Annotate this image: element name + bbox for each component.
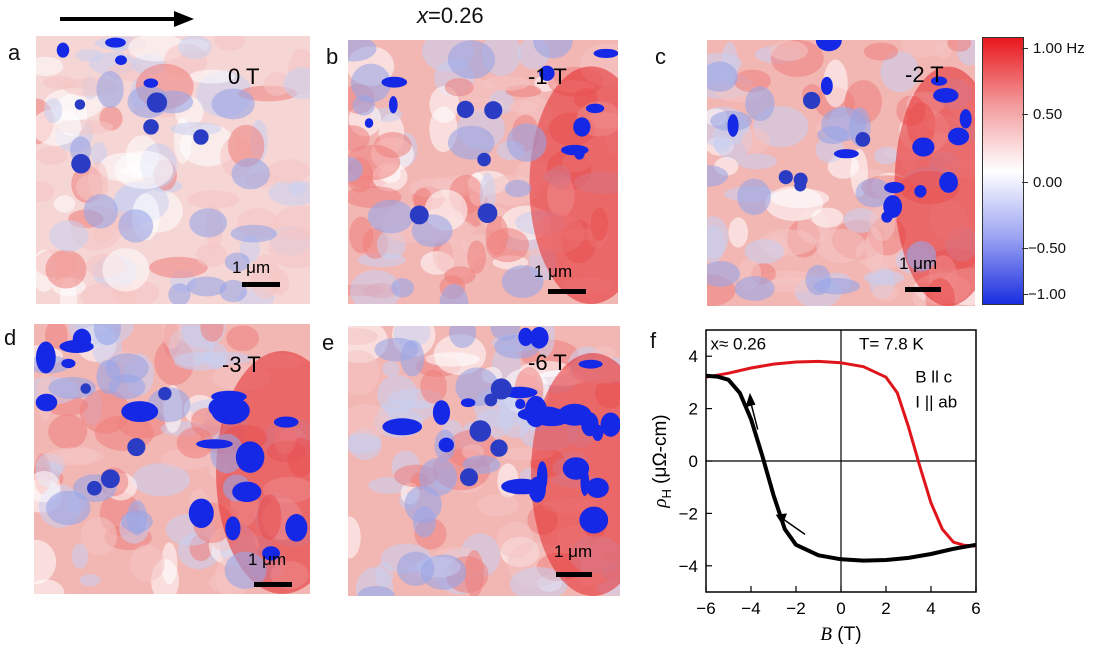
y-tick-label: 4 bbox=[689, 347, 698, 366]
x-tick-label: 0 bbox=[836, 599, 845, 618]
panel-letter-c: c bbox=[655, 44, 666, 69]
scalebar bbox=[242, 282, 280, 287]
x-tick-label: 4 bbox=[926, 599, 935, 618]
scalebar-label: 1 μm bbox=[248, 550, 287, 569]
field-label: 0 T bbox=[228, 64, 260, 89]
mfm-image-a: 0 T 1 μm bbox=[36, 36, 310, 304]
panel-letter-f: f bbox=[650, 328, 657, 353]
scalebar bbox=[905, 287, 941, 292]
x-tick-label: 6 bbox=[971, 599, 980, 618]
field-direction-annotation: B ll c bbox=[915, 367, 952, 386]
panel-letter-b: b bbox=[326, 44, 339, 69]
scalebar-label: 1 μm bbox=[554, 542, 593, 561]
y-tick-label: −4 bbox=[679, 557, 698, 576]
composition-annotation: x≈ 0.26 bbox=[711, 335, 767, 354]
figure-title: x=0.26 bbox=[417, 3, 484, 28]
series-line-sweep-up bbox=[705, 373, 977, 563]
mfm-texture bbox=[36, 36, 310, 304]
series-line-sweep-down bbox=[705, 359, 977, 548]
panel-letter-d: d bbox=[4, 325, 17, 350]
sweep-arrow bbox=[782, 518, 806, 535]
colorbar-tick-label: 0.00 bbox=[1033, 174, 1063, 191]
x-tick-label: 2 bbox=[881, 599, 890, 618]
mfm-texture bbox=[707, 40, 975, 306]
y-tick-label: −2 bbox=[679, 504, 698, 523]
sweep-direction-arrow bbox=[60, 11, 194, 27]
x-tick-label: −2 bbox=[786, 599, 805, 618]
temperature-annotation: T= 7.8 K bbox=[859, 335, 924, 354]
field-label: -2 T bbox=[905, 62, 944, 87]
sweep-arrow bbox=[750, 403, 759, 430]
colorbar-tick-label: −0.50 bbox=[1028, 240, 1066, 257]
colorbar-ticks bbox=[1022, 37, 1032, 305]
y-axis-label: ρH (μΩ-cm) bbox=[650, 414, 674, 508]
field-label: -6 T bbox=[528, 350, 567, 375]
colorbar-tick-label: −1.00 bbox=[1028, 286, 1066, 303]
colorbar-tick-label: 1.00 Hz bbox=[1033, 40, 1085, 57]
colorbar-tick-label: 0.50 bbox=[1033, 106, 1063, 123]
scalebar bbox=[556, 572, 592, 577]
mfm-image-e: -6 T 1 μm bbox=[348, 326, 620, 596]
field-label: -3 T bbox=[222, 352, 261, 377]
panel-letter-a: a bbox=[8, 40, 21, 65]
mfm-texture bbox=[348, 40, 618, 304]
scalebar-label: 1 μm bbox=[899, 254, 938, 273]
hall-resistivity-chart: −6 −4 −2 0 2 4 6 −4 −2 0 2 4 x≈ 0.26 T= 7.8 K B ll c I … bbox=[650, 329, 981, 645]
y-tick-label: 0 bbox=[689, 452, 698, 471]
x-axis-label: B (T) bbox=[820, 624, 861, 645]
y-tick-label: 2 bbox=[689, 400, 698, 419]
scalebar-label: 1 μm bbox=[232, 258, 271, 277]
mfm-texture bbox=[348, 326, 620, 596]
panel-letter-e: e bbox=[322, 330, 335, 355]
mfm-texture bbox=[34, 324, 310, 594]
colorbar bbox=[982, 37, 1024, 305]
scalebar bbox=[254, 582, 292, 587]
x-tick-label: −6 bbox=[696, 599, 715, 618]
sweep-arrow-head bbox=[745, 392, 756, 408]
mfm-image-d: -3 T 1 μm bbox=[34, 324, 310, 594]
field-label: -1 T bbox=[528, 64, 567, 89]
sweep-arrow-head bbox=[775, 513, 787, 526]
scalebar bbox=[548, 289, 586, 294]
mfm-image-c: -2 T 1 μm bbox=[707, 40, 975, 306]
mfm-image-b: -1 T 1 μm bbox=[348, 40, 618, 304]
x-tick-label: −4 bbox=[741, 599, 760, 618]
current-direction-annotation: I || ab bbox=[915, 392, 957, 411]
scalebar-label: 1 μm bbox=[534, 262, 573, 281]
